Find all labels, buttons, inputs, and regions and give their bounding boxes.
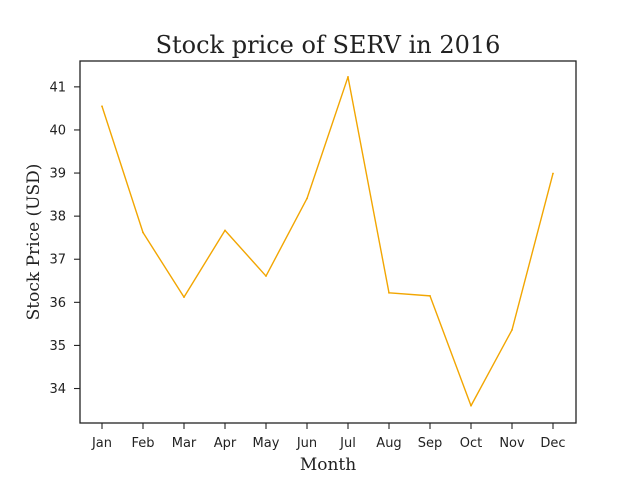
y-tick-label: 40 [49,123,66,138]
data-point [306,197,308,200]
data-point [347,76,349,78]
y-tick-label: 41 [49,80,66,95]
data-point [142,231,144,234]
x-tick-label: Jun [296,436,317,451]
y-tick-label: 36 [49,296,66,311]
series-layer [101,76,554,407]
data-point [224,229,226,232]
data-point [265,275,267,277]
plot-frame [79,60,577,424]
y-tick-label: 39 [49,167,66,182]
x-tick-label: Jan [91,436,112,451]
data-point [511,329,513,331]
series-line [101,76,554,407]
y-tick-label: 38 [49,210,66,225]
x-tick-label: Oct [460,436,482,451]
x-tick-label: Nov [499,436,525,451]
x-tick-label: Feb [131,436,154,451]
y-axis: 34 35 36 37 38 39 40 41 [49,80,80,397]
x-axis: Jan Feb Mar Apr May Jun Jul Aug Sep Oct Nov Dec [91,423,566,451]
x-tick-label: Aug [376,436,401,451]
x-tick-label: Jul [339,436,356,451]
y-tick-label: 35 [49,339,66,354]
x-tick-label: May [253,436,280,451]
y-tick-label: 34 [49,382,66,397]
y-axis-label: Stock Price (USD) [24,164,44,321]
x-tick-label: Mar [172,436,197,451]
data-point [101,105,103,108]
data-point [183,296,185,299]
chart-title: Stock price of SERV in 2016 [156,31,501,59]
x-axis-label: Month [300,455,356,475]
data-point [552,172,554,175]
data-point [470,404,472,407]
x-tick-label: Apr [214,436,237,451]
x-tick-label: Sep [418,436,443,451]
data-point [429,294,431,297]
y-tick-label: 37 [49,253,66,268]
data-point [388,291,390,294]
x-tick-label: Dec [540,436,565,451]
